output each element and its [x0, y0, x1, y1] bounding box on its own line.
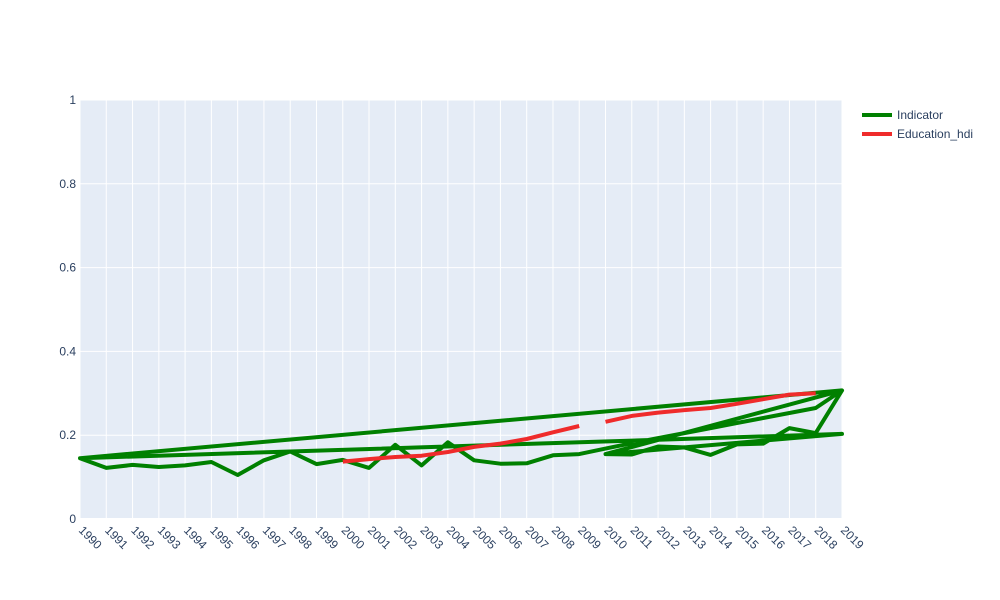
legend: Indicator Education_hdi [862, 108, 973, 141]
series-line-indicator [78, 388, 844, 477]
y-tick-label: 0.8 [59, 177, 76, 191]
series-layer [78, 388, 844, 477]
legend-label: Education_hdi [897, 127, 973, 141]
y-tick-label: 0.4 [59, 344, 76, 358]
grid-lines [79, 99, 843, 520]
y-tick-label: 1 [69, 93, 76, 107]
y-tick-label: 0.6 [59, 261, 76, 275]
y-axis-ticks: 0 0.2 0.4 0.6 0.8 1 [59, 93, 76, 526]
y-tick-label: 0.2 [59, 428, 76, 442]
series-line-education-hdi [342, 391, 816, 464]
legend-label: Indicator [897, 108, 943, 122]
y-tick-label: 0 [69, 512, 76, 526]
